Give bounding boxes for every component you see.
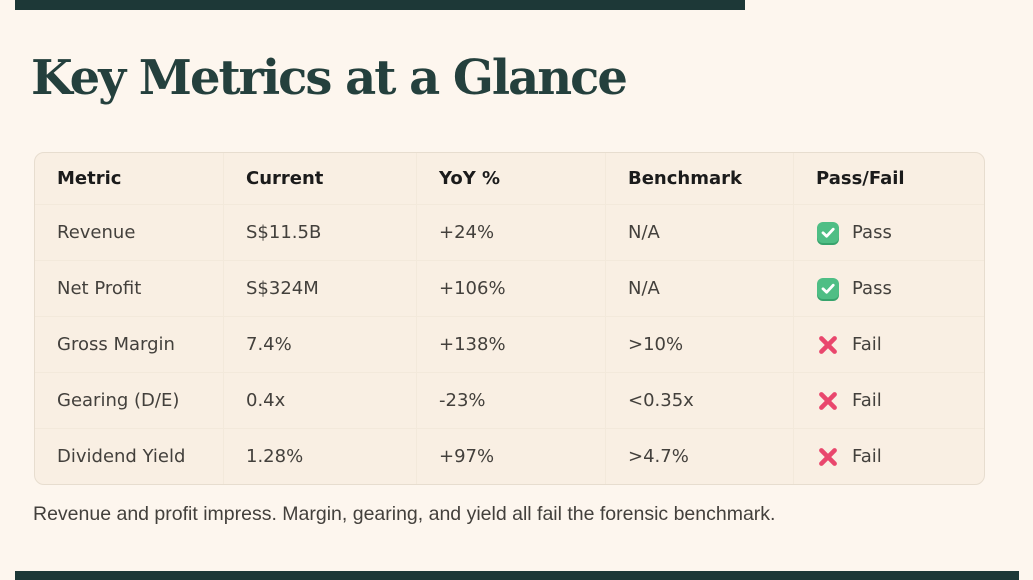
cell-passfail: Pass <box>794 261 984 316</box>
page-title: Key Metrics at a Glance <box>31 50 628 106</box>
cell-passfail: Fail <box>794 429 984 484</box>
cell-yoy: +106% <box>417 261 606 316</box>
cell-benchmark: >10% <box>606 317 794 372</box>
pass-check-icon <box>816 277 840 301</box>
cell-metric: Gearing (D/E) <box>35 373 224 428</box>
status-label: Fail <box>852 334 882 355</box>
table-row: Gross Margin 7.4% +138% >10% Fail <box>35 316 984 372</box>
header-cell-passfail: Pass/Fail <box>816 168 905 189</box>
status-label: Pass <box>852 278 892 299</box>
header-cell-metric: Metric <box>35 153 224 204</box>
fail-cross-icon <box>816 389 840 413</box>
cell-passfail: Fail <box>794 373 984 428</box>
pass-check-icon <box>816 221 840 245</box>
cell-metric: Dividend Yield <box>35 429 224 484</box>
cell-metric: Revenue <box>35 205 224 260</box>
table-header-row: Metric Current YoY % Benchmark Pass/Fail <box>35 153 984 204</box>
header-cell-yoy: YoY % <box>417 153 606 204</box>
bottom-accent-bar <box>15 571 1019 580</box>
cell-benchmark: N/A <box>606 205 794 260</box>
cell-yoy: +24% <box>417 205 606 260</box>
status-label: Fail <box>852 446 882 467</box>
metrics-table: Metric Current YoY % Benchmark Pass/Fail Rev… <box>34 152 985 485</box>
cell-benchmark: N/A <box>606 261 794 316</box>
cell-passfail: Pass <box>794 205 984 260</box>
table-body: Revenue S$11.5B +24% N/A Pass Net Profit S$32… <box>35 204 984 484</box>
cell-passfail: Fail <box>794 317 984 372</box>
cell-current: 1.28% <box>224 429 417 484</box>
cell-metric: Gross Margin <box>35 317 224 372</box>
top-accent-bar <box>15 0 745 10</box>
cell-yoy: -23% <box>417 373 606 428</box>
table-row: Gearing (D/E) 0.4x -23% <0.35x Fail <box>35 372 984 428</box>
fail-cross-icon <box>816 333 840 357</box>
summary-text: Revenue and profit impress. Margin, gear… <box>33 503 776 525</box>
cell-current: S$324M <box>224 261 417 316</box>
header-cell-current: Current <box>224 153 417 204</box>
table-row: Dividend Yield 1.28% +97% >4.7% Fail <box>35 428 984 484</box>
header-cell-benchmark: Benchmark <box>606 153 794 204</box>
cell-metric: Net Profit <box>35 261 224 316</box>
cell-current: S$11.5B <box>224 205 417 260</box>
cell-current: 0.4x <box>224 373 417 428</box>
cell-yoy: +138% <box>417 317 606 372</box>
status-label: Fail <box>852 390 882 411</box>
table-row: Net Profit S$324M +106% N/A Pass <box>35 260 984 316</box>
cell-benchmark: <0.35x <box>606 373 794 428</box>
status-label: Pass <box>852 222 892 243</box>
table-row: Revenue S$11.5B +24% N/A Pass <box>35 204 984 260</box>
cell-benchmark: >4.7% <box>606 429 794 484</box>
cell-yoy: +97% <box>417 429 606 484</box>
cell-current: 7.4% <box>224 317 417 372</box>
fail-cross-icon <box>816 445 840 469</box>
